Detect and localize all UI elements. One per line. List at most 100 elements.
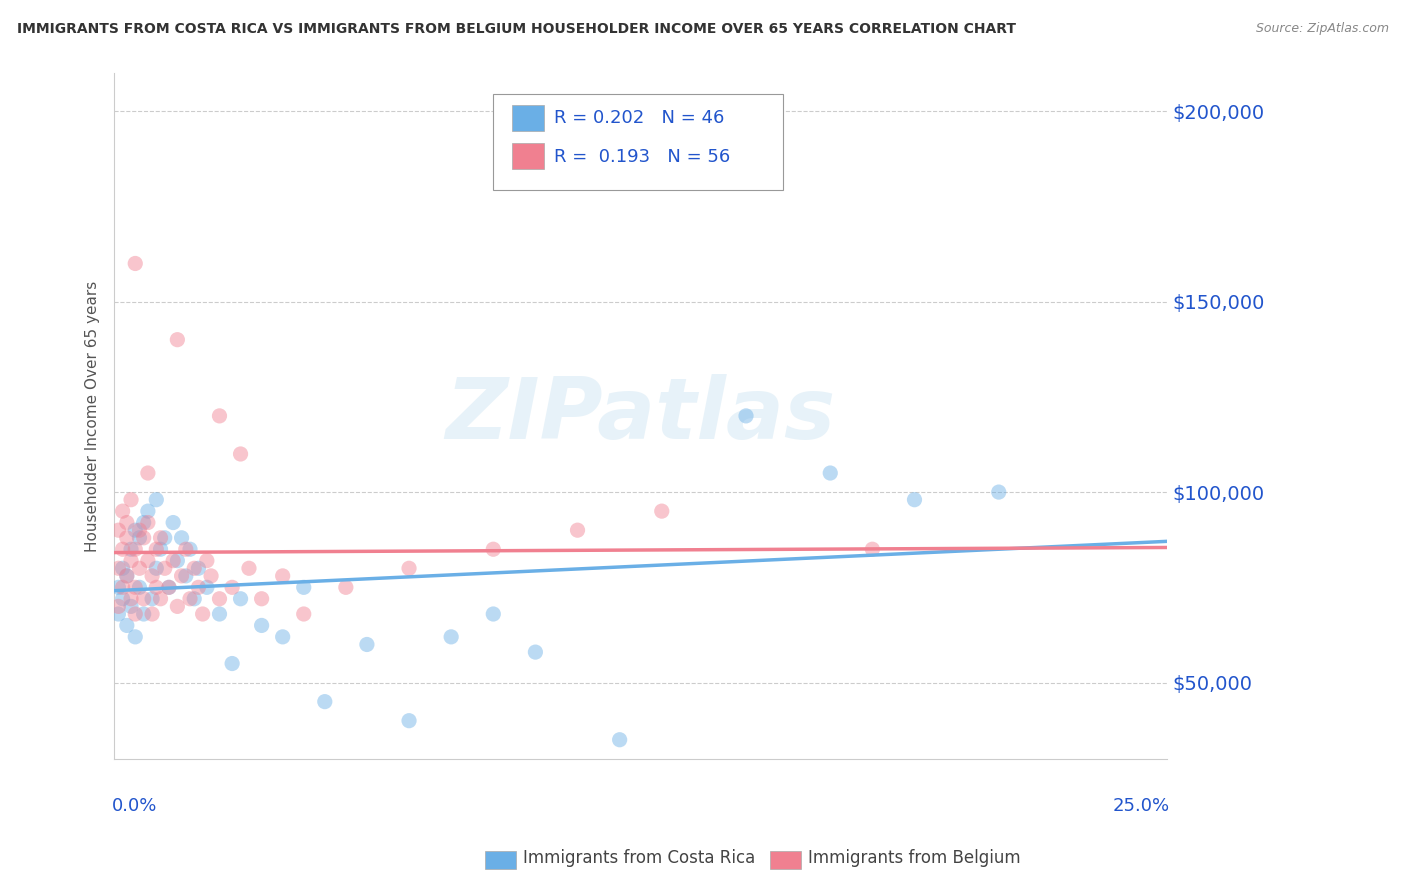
- Point: [440, 630, 463, 644]
- Point: [250, 591, 273, 606]
- Point: [482, 542, 505, 557]
- Point: [141, 607, 163, 621]
- Point: [208, 591, 231, 606]
- Point: [115, 516, 138, 530]
- Point: [166, 599, 188, 614]
- Point: [145, 542, 167, 557]
- Point: [162, 554, 184, 568]
- Point: [987, 485, 1010, 500]
- Point: [128, 561, 150, 575]
- Point: [120, 554, 142, 568]
- Point: [651, 504, 673, 518]
- Point: [166, 333, 188, 347]
- Point: [128, 531, 150, 545]
- Text: Immigrants from Belgium: Immigrants from Belgium: [808, 849, 1021, 867]
- Point: [107, 607, 129, 621]
- Point: [107, 599, 129, 614]
- Point: [132, 531, 155, 545]
- Point: [124, 523, 146, 537]
- Point: [398, 561, 420, 575]
- Point: [157, 580, 180, 594]
- Point: [170, 569, 193, 583]
- Point: [111, 504, 134, 518]
- Point: [191, 607, 214, 621]
- Point: [271, 569, 294, 583]
- Point: [124, 542, 146, 557]
- Point: [271, 630, 294, 644]
- Text: 0.0%: 0.0%: [112, 797, 157, 814]
- Point: [162, 516, 184, 530]
- Point: [229, 447, 252, 461]
- Y-axis label: Householder Income Over 65 years: Householder Income Over 65 years: [86, 280, 100, 551]
- Point: [195, 554, 218, 568]
- Point: [187, 561, 209, 575]
- FancyBboxPatch shape: [512, 105, 544, 131]
- Point: [124, 256, 146, 270]
- Point: [187, 580, 209, 594]
- Point: [166, 554, 188, 568]
- Point: [149, 542, 172, 557]
- Point: [120, 591, 142, 606]
- Point: [238, 561, 260, 575]
- Point: [141, 591, 163, 606]
- Point: [200, 569, 222, 583]
- Point: [115, 569, 138, 583]
- Point: [820, 466, 842, 480]
- Point: [120, 492, 142, 507]
- Point: [179, 542, 201, 557]
- Point: [115, 569, 138, 583]
- Point: [335, 580, 357, 594]
- Point: [174, 542, 197, 557]
- Point: [183, 561, 205, 575]
- Point: [149, 531, 172, 545]
- Point: [292, 607, 315, 621]
- Point: [860, 542, 883, 557]
- Point: [128, 580, 150, 594]
- Point: [111, 542, 134, 557]
- FancyBboxPatch shape: [512, 143, 544, 169]
- Point: [221, 580, 243, 594]
- Point: [115, 531, 138, 545]
- Text: IMMIGRANTS FROM COSTA RICA VS IMMIGRANTS FROM BELGIUM HOUSEHOLDER INCOME OVER 65: IMMIGRANTS FROM COSTA RICA VS IMMIGRANTS…: [17, 22, 1017, 37]
- Point: [314, 695, 336, 709]
- Point: [170, 531, 193, 545]
- Point: [183, 591, 205, 606]
- Point: [120, 599, 142, 614]
- Point: [356, 638, 378, 652]
- Point: [208, 607, 231, 621]
- Point: [229, 591, 252, 606]
- Point: [111, 591, 134, 606]
- Point: [128, 523, 150, 537]
- Point: [208, 409, 231, 423]
- Point: [195, 580, 218, 594]
- Point: [136, 516, 159, 530]
- Point: [153, 531, 176, 545]
- FancyBboxPatch shape: [494, 94, 783, 190]
- Point: [107, 523, 129, 537]
- Point: [132, 591, 155, 606]
- Point: [157, 580, 180, 594]
- Point: [107, 580, 129, 594]
- Point: [136, 554, 159, 568]
- Point: [735, 409, 758, 423]
- Text: R =  0.193   N = 56: R = 0.193 N = 56: [554, 148, 731, 166]
- Point: [115, 618, 138, 632]
- Text: Immigrants from Costa Rica: Immigrants from Costa Rica: [523, 849, 755, 867]
- Text: 25.0%: 25.0%: [1112, 797, 1170, 814]
- Point: [145, 492, 167, 507]
- Point: [124, 607, 146, 621]
- Point: [149, 591, 172, 606]
- Point: [132, 516, 155, 530]
- Point: [145, 580, 167, 594]
- Point: [174, 569, 197, 583]
- Point: [398, 714, 420, 728]
- Point: [124, 580, 146, 594]
- Point: [141, 569, 163, 583]
- Point: [292, 580, 315, 594]
- Point: [482, 607, 505, 621]
- Point: [136, 466, 159, 480]
- Point: [250, 618, 273, 632]
- Point: [124, 630, 146, 644]
- Point: [903, 492, 925, 507]
- Point: [567, 523, 589, 537]
